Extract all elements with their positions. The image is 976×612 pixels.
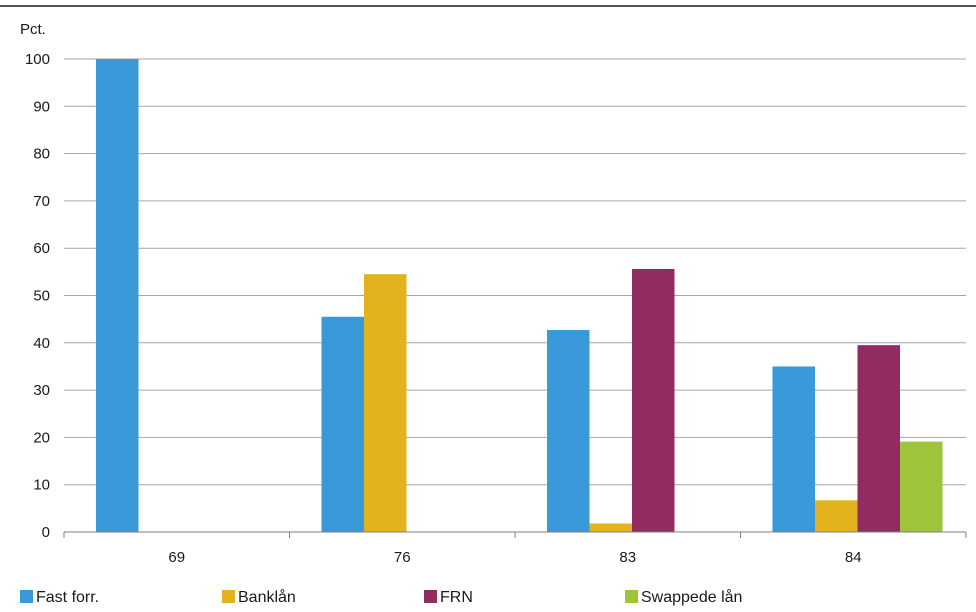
x-tick-label: 83 [619,549,636,566]
bar-84-frn [857,345,900,532]
y-tick-label: 90 [33,98,50,115]
y-tick-label: 70 [33,193,50,210]
y-tick-label: 50 [33,288,50,305]
x-axis-ticks: 69 76 83 84 [63,532,967,566]
bar-84-bankl-n [815,500,858,532]
bar-84-fast-forr- [772,366,815,532]
y-tick-label: 60 [33,240,50,257]
y-tick-label: 40 [33,335,50,352]
legend-swatch [625,590,638,603]
legend: Fast forr. Banklån FRN Swappede lån [20,588,742,606]
bar-83-bankl-n [589,523,632,532]
x-tick-label: 69 [168,549,185,566]
legend-label: Swappede lån [641,588,742,606]
legend-label: Banklån [238,588,296,606]
legend-label: Fast forr. [36,589,99,606]
y-tick-label: 0 [42,524,50,541]
bar-69-fast-forr- [96,59,139,532]
bar-76-bankl-n [364,274,407,532]
y-axis-unit-label: Pct. [20,21,46,38]
bars [96,59,943,532]
legend-swatch [20,590,33,603]
legend-swatch [222,590,235,603]
y-tick-label: 10 [33,477,50,494]
y-tick-label: 80 [33,146,50,163]
y-tick-label: 30 [33,382,50,399]
x-tick-label: 84 [845,549,862,566]
legend-swatch [424,590,437,603]
bar-76-fast-forr- [321,316,364,532]
y-tick-label: 20 [33,429,50,446]
gridlines [64,58,966,486]
bar-83-frn [632,269,675,532]
y-tick-label: 100 [25,51,50,68]
bar-83-fast-forr- [547,330,590,532]
y-axis-tick-labels: 0 10 20 30 40 50 60 70 80 90 100 [25,51,50,541]
legend-label: FRN [440,589,473,606]
bar-84-swappede-l-n [900,441,943,532]
x-tick-label: 76 [394,549,411,566]
